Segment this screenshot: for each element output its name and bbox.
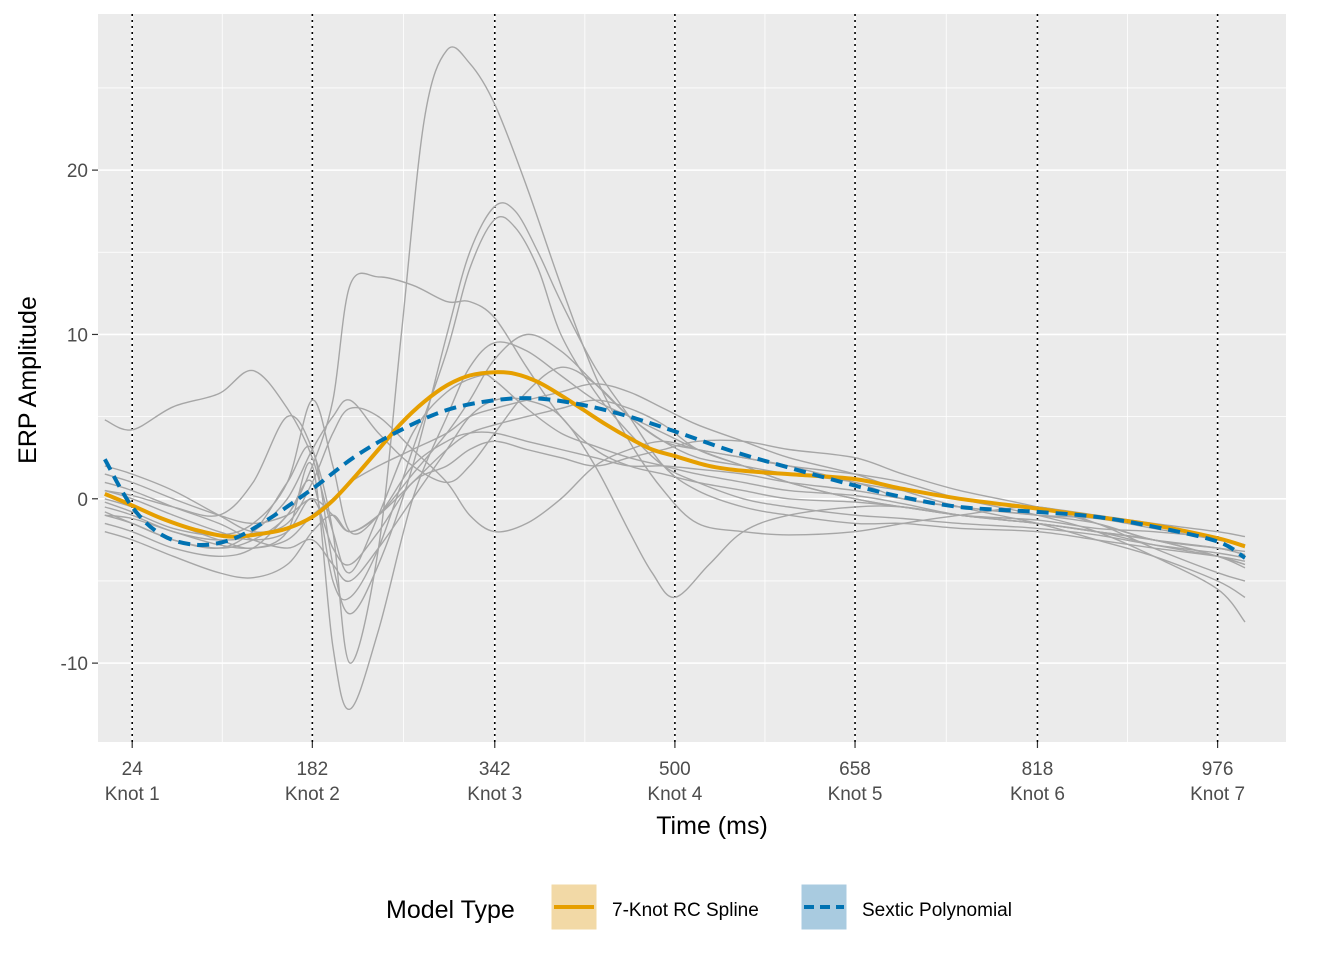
x-tick-label: 500 [659, 759, 691, 780]
waveform-9 [104, 397, 1246, 599]
knot-label: Knot 6 [1010, 784, 1065, 805]
knot-label: Knot 3 [467, 784, 522, 805]
y-tick-label: 10 [67, 325, 88, 346]
x-tick-label: 976 [1202, 759, 1234, 780]
knot-label: Knot 7 [1190, 784, 1245, 805]
grid-minor [98, 14, 1286, 742]
waveform-4 [104, 202, 1246, 615]
waveform-10 [104, 383, 1246, 598]
knot-label: Knot 1 [105, 784, 160, 805]
y-tick-label: -10 [61, 654, 88, 675]
model-lines [103, 370, 1247, 560]
x-tick-label: 342 [479, 759, 511, 780]
y-axis: -10 0 10 20 [61, 161, 98, 675]
y-tick-label: 0 [77, 490, 88, 511]
x-tick-label: 24 [122, 759, 144, 780]
x-tick-label: 818 [1022, 759, 1054, 780]
knot-label: Knot 4 [647, 784, 702, 805]
series-line-polynomial [103, 396, 1247, 560]
series-line-spline [104, 370, 1246, 549]
x-axis-title: Time (ms) [656, 812, 768, 840]
legend-label-spline: 7-Knot RC Spline [612, 900, 759, 921]
knot-label: Knot 2 [285, 784, 340, 805]
knot-label: Knot 5 [828, 784, 883, 805]
knot-lines [131, 14, 1219, 742]
x-tick-label: 658 [839, 759, 871, 780]
waveform-5 [104, 215, 1246, 601]
legend-label-polynomial: Sextic Polynomial [862, 900, 1012, 921]
x-tick-label: 182 [296, 759, 328, 780]
legend-title: Model Type [386, 896, 515, 924]
waveform-11 [104, 439, 1246, 566]
plot-panel [98, 14, 1286, 742]
y-axis-title: ERP Amplitude [14, 296, 42, 464]
waveform-2 [104, 46, 1246, 664]
x-axis: 24 Knot 1 182 Knot 2 342 Knot 3 500 Knot 4 658 Kn… [105, 742, 1245, 805]
legend: Model Type 7-Knot RC Spline Sextic Polyn… [386, 883, 1012, 931]
y-tick-label: 20 [67, 161, 88, 182]
